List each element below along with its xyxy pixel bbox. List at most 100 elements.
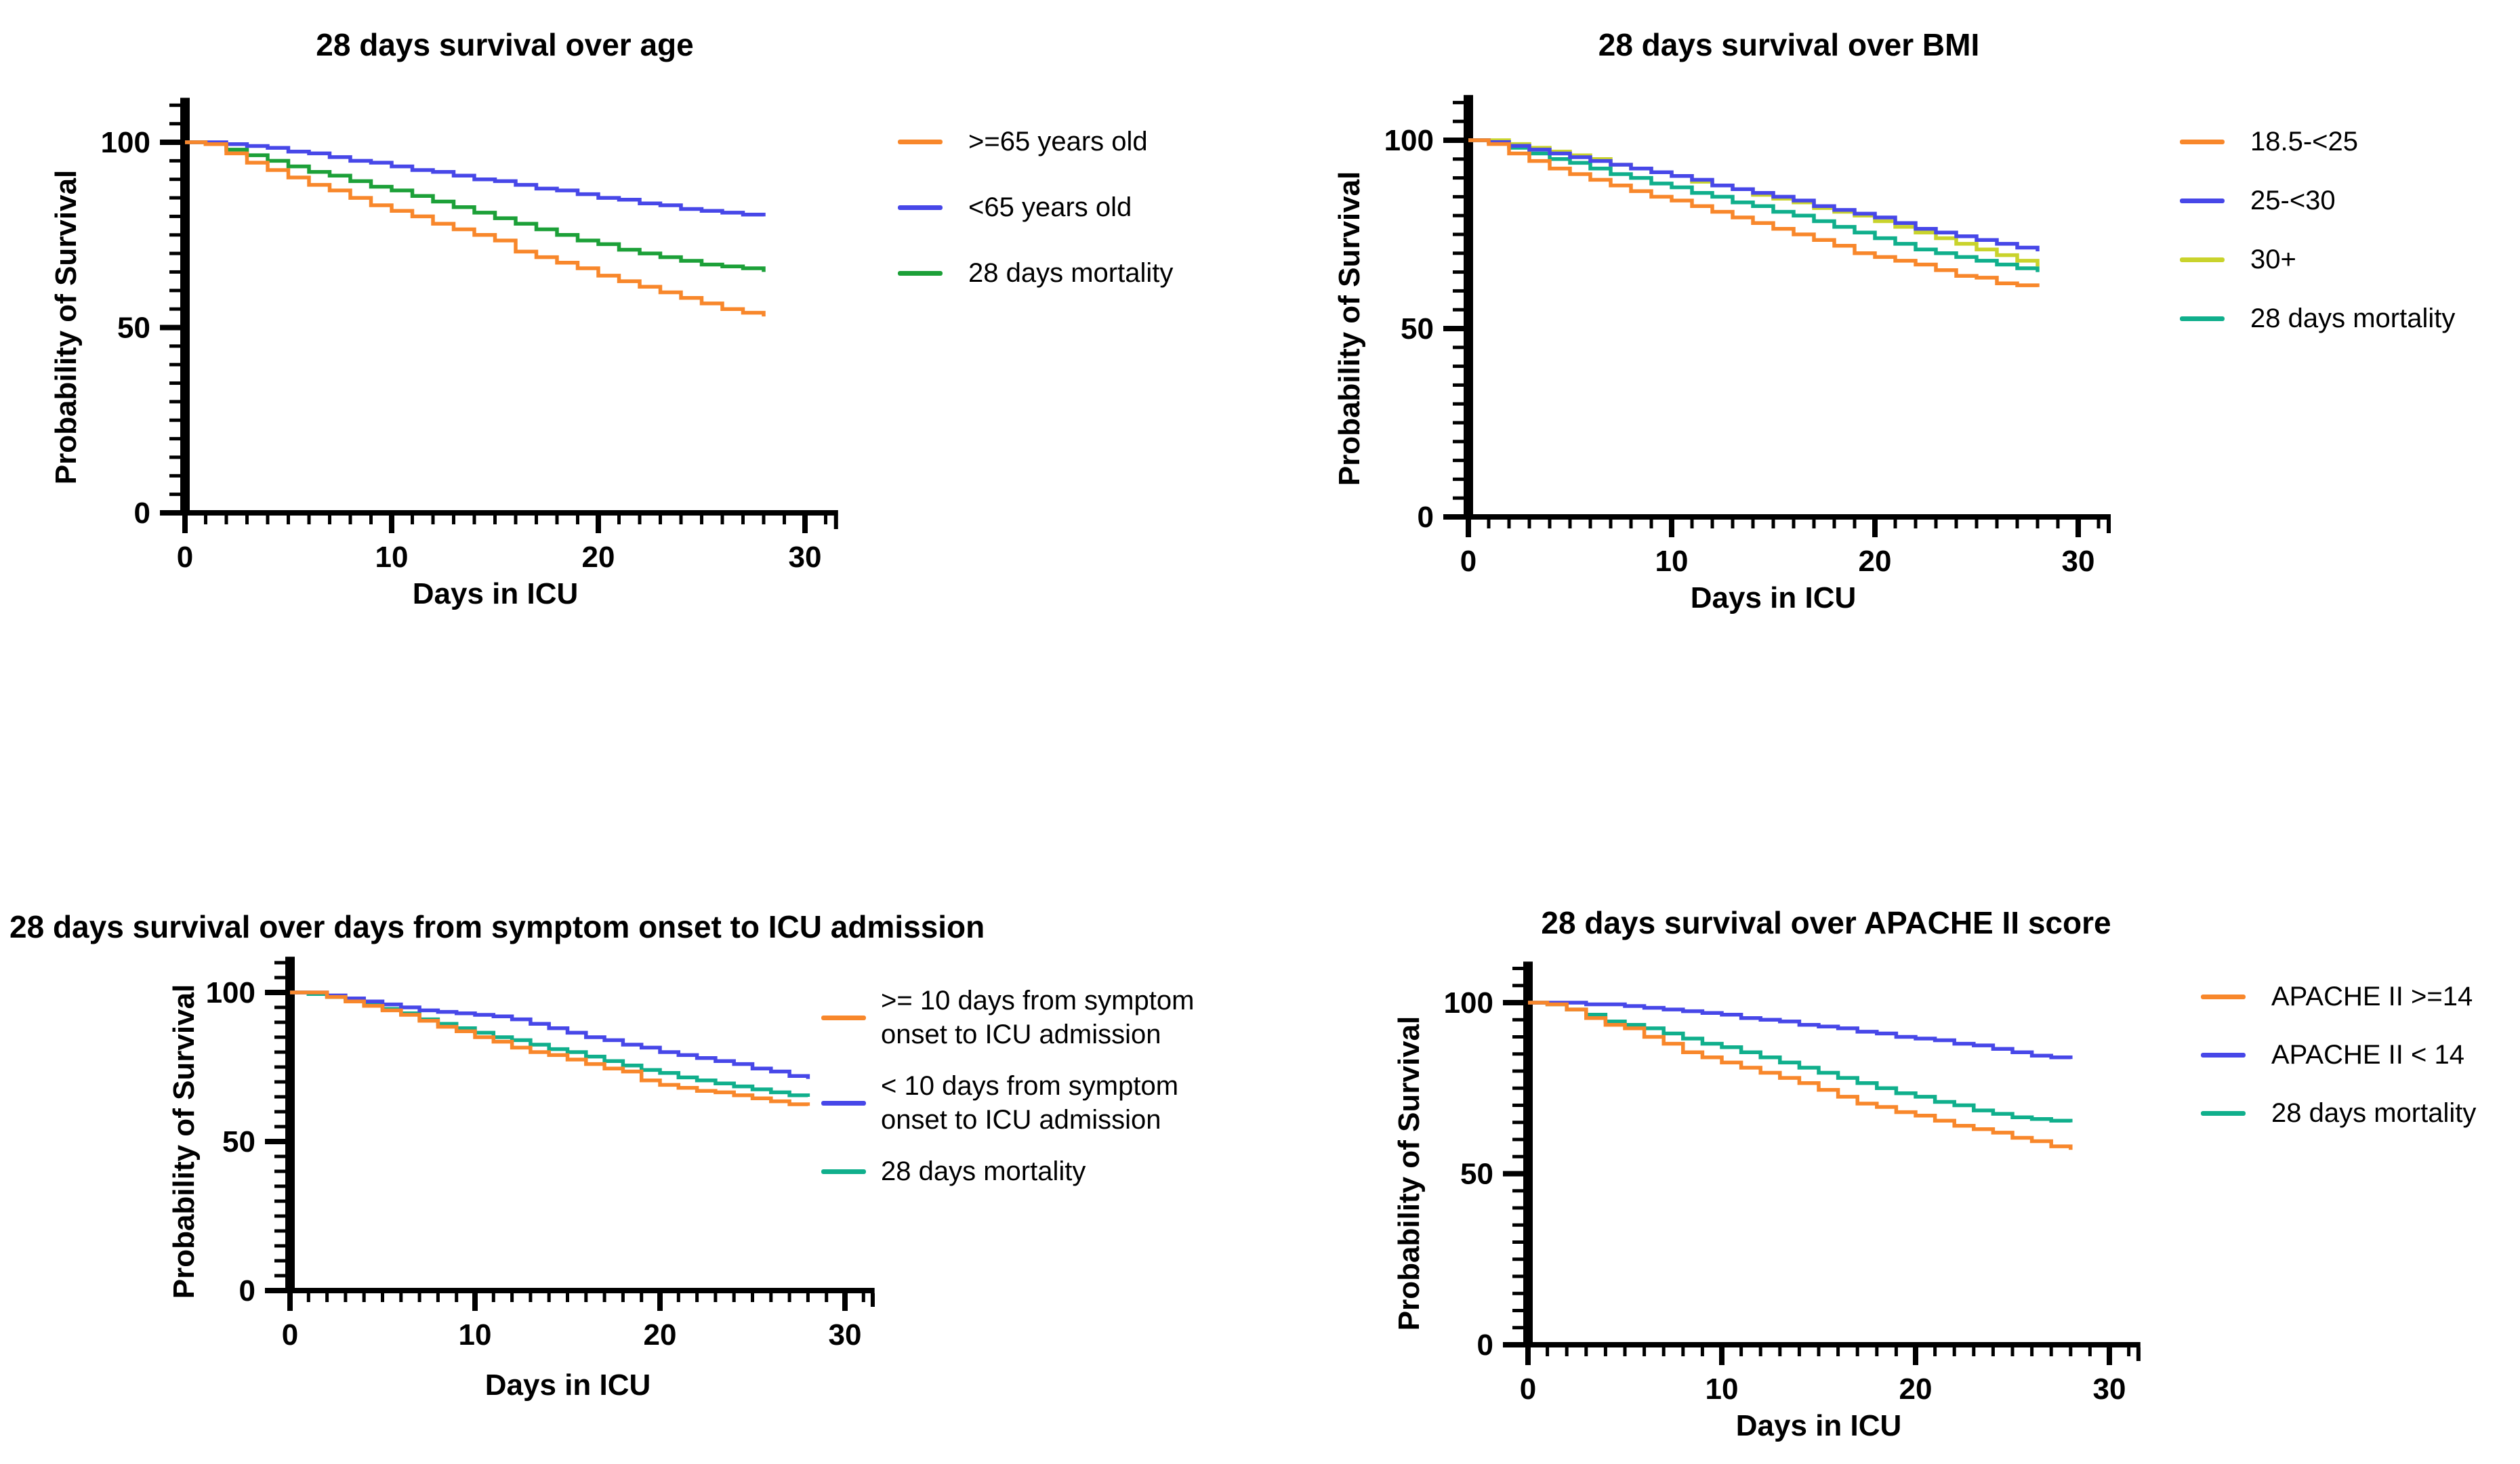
legend-label: 30+ <box>2250 245 2296 274</box>
survival-curve <box>1528 1001 2073 1150</box>
y-tick-label: 100 <box>1444 986 1493 1020</box>
x-minor-tick <box>1836 1347 1840 1356</box>
x-minor-tick <box>1797 1347 1801 1356</box>
y-axis-label: Probability of Survival <box>1392 1016 1426 1331</box>
y-minor-tick <box>274 1214 285 1218</box>
x-tick-label: 30 <box>2062 545 2095 578</box>
x-minor-tick <box>436 1293 440 1302</box>
y-minor-tick <box>1453 459 1464 463</box>
y-minor-tick <box>274 1080 285 1084</box>
y-minor-tick <box>1512 967 1523 970</box>
x-minor-tick <box>714 1293 718 1302</box>
x-axis-label: Days in ICU <box>484 1368 651 1402</box>
x-minor-tick <box>472 516 476 524</box>
x-end-cap-tick <box>870 1293 875 1307</box>
y-major-tick <box>1443 138 1464 143</box>
x-minor-tick <box>1568 520 1572 528</box>
y-minor-tick <box>274 1229 285 1233</box>
x-major-tick <box>1525 1347 1531 1365</box>
y-minor-tick <box>1512 1052 1523 1056</box>
x-minor-tick <box>1690 520 1694 528</box>
x-minor-tick <box>1731 520 1735 528</box>
x-minor-tick <box>514 516 518 524</box>
x-major-tick <box>657 1293 663 1311</box>
y-minor-tick <box>274 1050 285 1054</box>
y-minor-tick <box>169 289 180 293</box>
legend-swatch <box>2180 316 2225 321</box>
y-minor-tick <box>1453 383 1464 387</box>
x-minor-tick <box>1875 1347 1879 1356</box>
x-minor-tick <box>1681 1347 1685 1356</box>
x-major-tick <box>1669 520 1674 537</box>
y-tick-label: 0 <box>134 497 150 530</box>
y-minor-tick <box>1453 270 1464 274</box>
legend-label: 28 days mortality <box>2250 304 2456 333</box>
y-tick-label: 0 <box>1477 1329 1493 1362</box>
y-axis-label: Probability of Survival <box>167 984 201 1299</box>
x-minor-tick <box>824 516 827 524</box>
y-minor-tick <box>1453 308 1464 312</box>
x-minor-tick <box>555 516 559 524</box>
y-minor-tick <box>274 1065 285 1069</box>
y-major-tick <box>265 1288 285 1293</box>
y-minor-tick <box>274 1169 285 1173</box>
legend-label: 28 days mortality <box>968 258 1174 288</box>
y-minor-tick <box>1453 346 1464 350</box>
y-minor-tick <box>274 1184 285 1188</box>
y-minor-tick <box>169 474 180 478</box>
x-minor-tick <box>348 516 352 524</box>
x-axis-label: Days in ICU <box>412 577 579 610</box>
y-minor-tick <box>1453 213 1464 217</box>
legend-swatch <box>898 139 943 144</box>
x-tick-label: 10 <box>1655 545 1689 578</box>
y-minor-tick <box>274 1020 285 1024</box>
x-major-tick <box>389 516 394 533</box>
x-minor-tick <box>1623 1347 1627 1356</box>
legend-swatch <box>2201 1110 2246 1116</box>
y-minor-tick <box>1512 1274 1523 1278</box>
legend-swatch <box>2180 257 2225 262</box>
x-tick-label: 20 <box>582 541 615 574</box>
x-tick-label: 10 <box>375 541 409 574</box>
y-tick-label: 100 <box>101 126 150 159</box>
legend-swatch <box>821 1015 866 1020</box>
x-minor-tick <box>1771 520 1775 528</box>
y-minor-tick <box>1512 1257 1523 1261</box>
y-minor-tick <box>1453 194 1464 198</box>
x-minor-tick <box>1972 1347 1976 1356</box>
x-minor-tick <box>245 516 249 524</box>
x-axis-baseline <box>1523 1342 2141 1347</box>
x-minor-tick <box>1817 1347 1821 1356</box>
y-minor-tick <box>1453 440 1464 444</box>
x-minor-tick <box>381 1293 384 1302</box>
survival-curve <box>1468 138 2040 251</box>
legend-label: 28 days mortality <box>2271 1098 2477 1128</box>
x-minor-tick <box>1739 1347 1743 1356</box>
x-minor-tick <box>452 516 455 524</box>
legend-item: 28 days mortality <box>2201 1097 2476 1129</box>
y-minor-tick <box>1512 1326 1523 1330</box>
legend-item: >= 10 days from symptom onset to ICU adm… <box>821 984 1194 1051</box>
y-minor-tick <box>1512 1223 1523 1227</box>
y-axis-spine <box>180 98 190 516</box>
survival-curve <box>1468 138 2040 267</box>
x-minor-tick <box>2127 1347 2131 1356</box>
x-minor-tick <box>1507 520 1511 528</box>
y-minor-tick <box>1453 364 1464 369</box>
y-minor-tick <box>169 400 180 404</box>
x-major-tick <box>287 1293 293 1311</box>
survival-curve <box>1468 138 2040 287</box>
y-minor-tick <box>1453 289 1464 293</box>
x-minor-tick <box>1649 520 1653 528</box>
x-minor-tick <box>1991 1347 1995 1356</box>
y-minor-tick <box>274 961 285 965</box>
y-minor-tick <box>1453 496 1464 500</box>
legend-swatch <box>2180 139 2225 144</box>
x-axis-label: Days in ICU <box>1735 1409 1902 1442</box>
legend-swatch <box>821 1100 866 1106</box>
y-minor-tick <box>1512 1309 1523 1312</box>
legend-label: < 10 days from symptom onset to ICU admi… <box>881 1071 1179 1135</box>
legend-label: APACHE II >=14 <box>2271 982 2473 1011</box>
y-minor-tick <box>169 307 180 311</box>
